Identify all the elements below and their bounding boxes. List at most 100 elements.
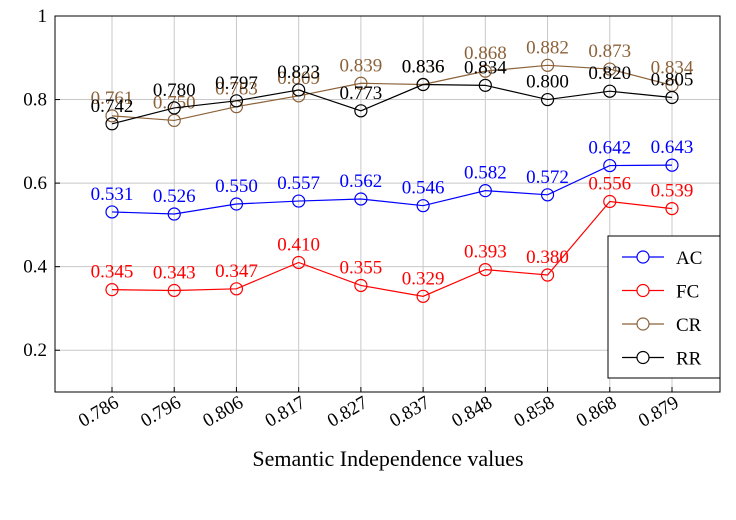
marker	[354, 76, 368, 90]
data-label: 0.761	[91, 88, 134, 109]
data-label: 0.539	[651, 181, 694, 202]
data-label: 0.823	[277, 62, 320, 83]
x-tick-label: 0.827	[324, 392, 372, 432]
data-label: 0.882	[526, 37, 569, 58]
data-label: 0.797	[215, 73, 258, 94]
data-label: 0.550	[215, 176, 258, 197]
marker	[105, 205, 119, 219]
data-label: 0.780	[153, 80, 196, 101]
y-tick-label: 0.4	[23, 257, 47, 278]
marker	[292, 83, 306, 97]
series-line	[111, 200, 673, 297]
data-label: 0.800	[526, 72, 569, 93]
data-label: 0.572	[526, 167, 569, 188]
data-label: 0.773	[340, 83, 383, 104]
data-label: 0.582	[464, 163, 507, 184]
data-label: 0.556	[588, 173, 631, 194]
data-label: 0.783	[215, 79, 258, 100]
legend-label: CR	[676, 315, 702, 336]
x-tick-label: 0.858	[511, 392, 559, 432]
data-label: 0.410	[277, 234, 320, 255]
data-label: 0.805	[651, 69, 694, 90]
data-label: 0.750	[153, 92, 196, 113]
x-tick-label: 0.817	[262, 392, 310, 432]
x-tick-label: 0.786	[75, 392, 123, 432]
marker	[292, 194, 306, 208]
legend-marker	[636, 250, 650, 264]
x-tick-label: 0.796	[137, 392, 185, 432]
marker	[665, 201, 679, 216]
data-label: 0.526	[153, 186, 196, 207]
data-label: 0.355	[340, 257, 383, 278]
data-label: 0.380	[526, 247, 569, 268]
series-line	[111, 64, 673, 122]
data-label: 0.820	[588, 63, 631, 84]
data-label: 0.393	[464, 242, 507, 263]
y-tick-label: 0.2	[23, 340, 47, 361]
marker	[167, 283, 181, 298]
data-label: 0.836	[402, 57, 445, 78]
data-label: 0.809	[277, 68, 320, 89]
x-tick-label: 0.806	[199, 392, 247, 432]
x-axis-label: Semantic Independence values	[252, 446, 523, 471]
data-label: 0.642	[588, 138, 631, 159]
marker	[603, 84, 617, 98]
x-tick-label: 0.868	[573, 392, 621, 432]
marker	[354, 192, 368, 206]
y-tick-label: 1	[38, 6, 48, 27]
x-tick-label: 0.837	[386, 392, 434, 432]
data-label: 0.834	[651, 57, 694, 78]
legend-label: AC	[676, 248, 702, 269]
marker	[229, 282, 244, 296]
marker	[665, 90, 679, 105]
marker	[540, 188, 555, 202]
marker	[416, 77, 430, 92]
legend-label: RR	[676, 349, 702, 370]
legend-marker	[636, 317, 650, 331]
legend-box	[607, 235, 721, 379]
legend-marker	[636, 350, 650, 365]
marker	[603, 158, 617, 173]
data-label: 0.873	[588, 41, 631, 62]
marker	[292, 255, 306, 270]
y-tick-label: 0.8	[23, 90, 47, 111]
marker	[540, 58, 555, 72]
data-label: 0.345	[91, 262, 134, 283]
data-label: 0.343	[153, 262, 196, 283]
legend-marker	[636, 283, 650, 298]
y-tick-label: 0.6	[23, 173, 47, 194]
marker	[354, 104, 368, 118]
data-label: 0.329	[402, 268, 445, 289]
marker	[416, 289, 430, 303]
marker	[354, 278, 368, 293]
marker	[540, 268, 555, 282]
marker	[229, 197, 244, 211]
data-label: 0.531	[91, 184, 134, 205]
series-line	[111, 83, 673, 125]
marker	[478, 78, 492, 92]
marker	[105, 283, 119, 297]
marker	[167, 207, 181, 221]
plot-frame	[54, 15, 721, 393]
marker	[603, 62, 617, 76]
data-label: 0.347	[215, 261, 258, 282]
marker	[540, 92, 555, 107]
x-tick-label: 0.879	[635, 392, 683, 432]
legend-label: FC	[676, 282, 699, 303]
marker	[167, 101, 181, 115]
data-label: 0.834	[464, 57, 507, 78]
marker	[603, 194, 617, 209]
marker	[229, 94, 244, 108]
x-tick-label: 0.848	[448, 392, 496, 432]
marker	[416, 199, 430, 213]
data-label: 0.643	[651, 137, 694, 158]
data-label: 0.836	[402, 57, 445, 78]
marker	[478, 64, 492, 78]
data-label: 0.557	[277, 173, 320, 194]
data-label: 0.868	[464, 43, 507, 64]
marker	[105, 109, 119, 123]
marker	[478, 262, 492, 277]
data-label: 0.562	[340, 171, 383, 192]
data-label: 0.546	[402, 178, 445, 199]
